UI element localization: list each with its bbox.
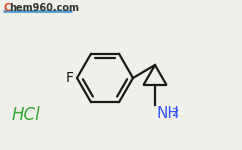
Text: NH: NH [156,105,179,120]
Text: C: C [3,3,10,13]
Text: hem960.com: hem960.com [9,3,79,13]
Text: 2: 2 [171,108,178,117]
Text: F: F [66,71,74,85]
Text: HCl: HCl [12,106,41,124]
